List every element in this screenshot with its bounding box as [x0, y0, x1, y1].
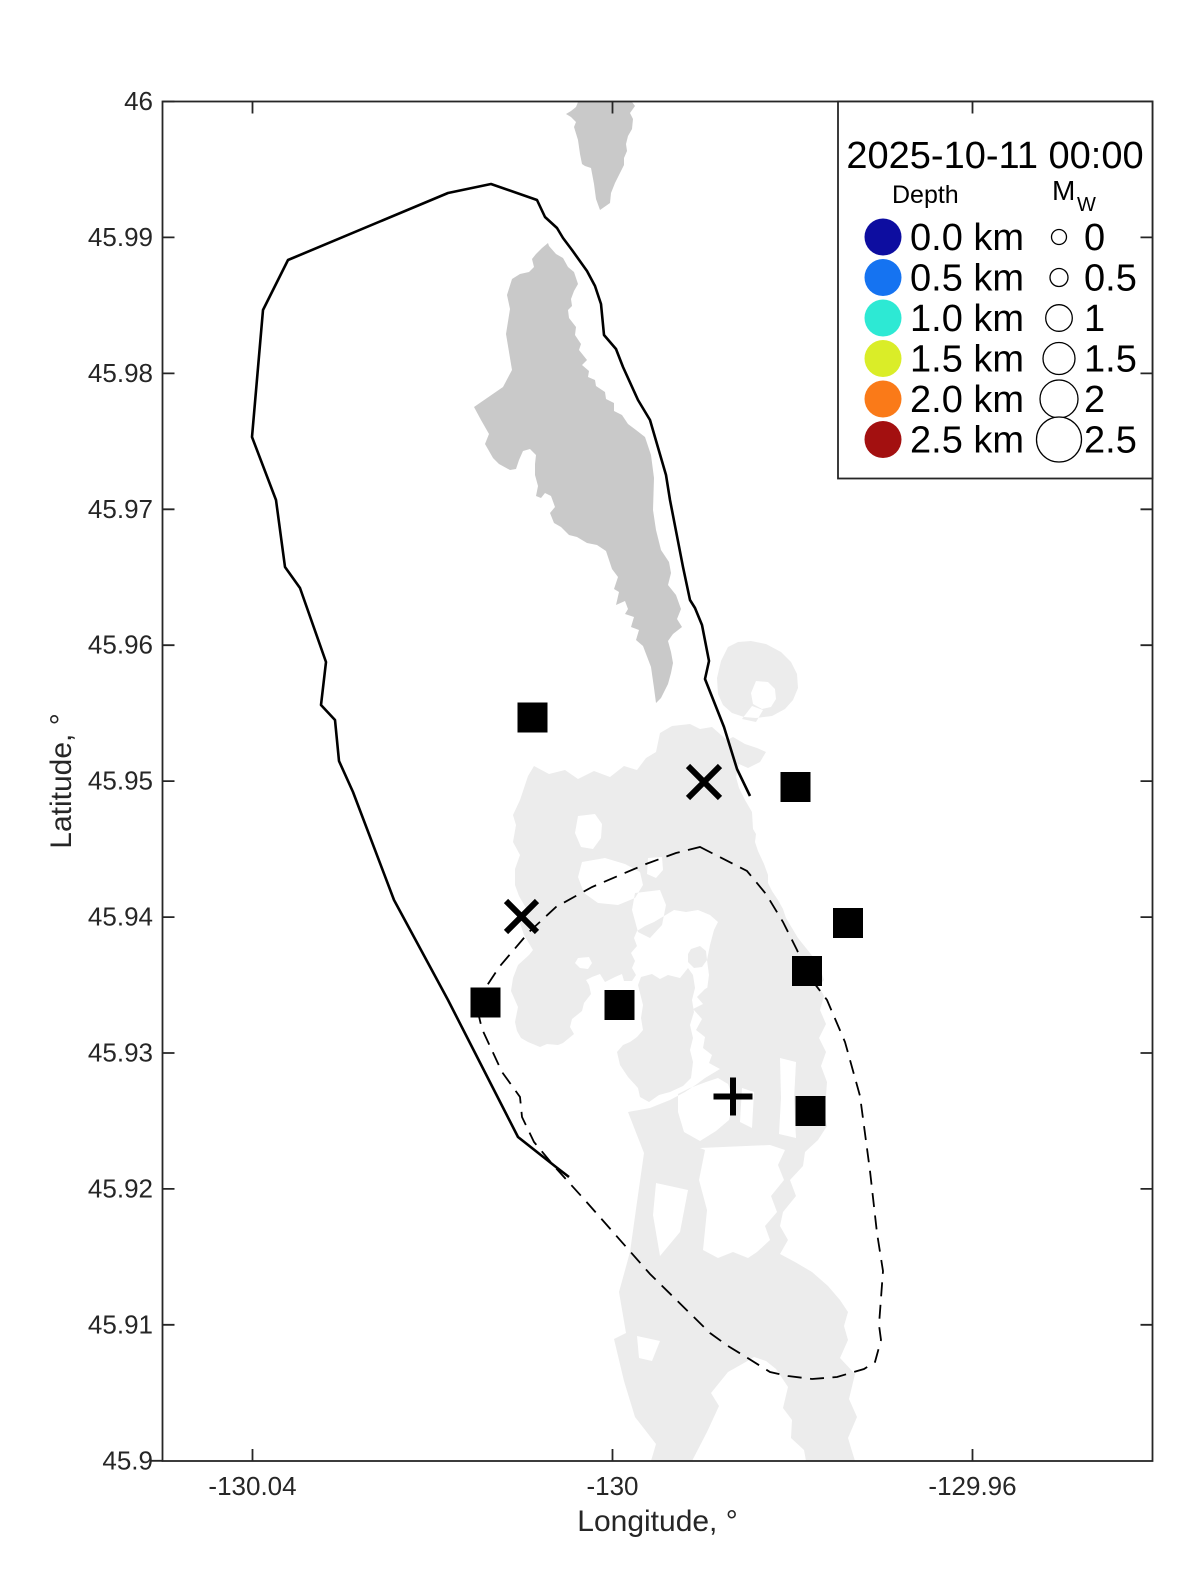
svg-text:Depth: Depth [892, 181, 959, 209]
svg-text:45.96: 45.96 [88, 630, 153, 660]
svg-text:1.0 km: 1.0 km [910, 298, 1024, 340]
svg-text:45.99: 45.99 [88, 222, 153, 252]
svg-text:2.0 km: 2.0 km [910, 379, 1024, 421]
svg-text:45.94: 45.94 [88, 902, 153, 932]
svg-text:1.5: 1.5 [1084, 339, 1137, 381]
svg-text:45.98: 45.98 [88, 358, 153, 388]
svg-text:-129.96: -129.96 [928, 1471, 1016, 1501]
svg-text:0.0 km: 0.0 km [910, 217, 1024, 259]
svg-text:0.5 km: 0.5 km [910, 258, 1024, 300]
svg-text:1.5 km: 1.5 km [910, 339, 1024, 381]
svg-text:Longitude, °: Longitude, ° [577, 1505, 737, 1538]
svg-text:2.5: 2.5 [1084, 420, 1137, 462]
svg-text:45.95: 45.95 [88, 766, 153, 796]
svg-text:45.93: 45.93 [88, 1038, 153, 1068]
svg-text:Latitude, °: Latitude, ° [45, 713, 78, 848]
svg-text:2.5 km: 2.5 km [910, 420, 1024, 462]
svg-text:0.5: 0.5 [1084, 258, 1137, 300]
svg-text:45.92: 45.92 [88, 1173, 153, 1203]
svg-text:2025-10-11 00:00: 2025-10-11 00:00 [846, 135, 1143, 177]
svg-text:0: 0 [1084, 217, 1105, 259]
svg-text:1: 1 [1084, 298, 1105, 340]
svg-text:45.97: 45.97 [88, 494, 153, 524]
svg-text:2: 2 [1084, 379, 1105, 421]
svg-text:M: M [1052, 175, 1075, 206]
svg-text:-130: -130 [586, 1471, 638, 1501]
svg-text:45.9: 45.9 [102, 1445, 153, 1475]
svg-text:46: 46 [124, 86, 153, 116]
svg-text:45.91: 45.91 [88, 1309, 153, 1339]
svg-text:-130.04: -130.04 [208, 1471, 296, 1501]
svg-text:W: W [1077, 194, 1096, 216]
